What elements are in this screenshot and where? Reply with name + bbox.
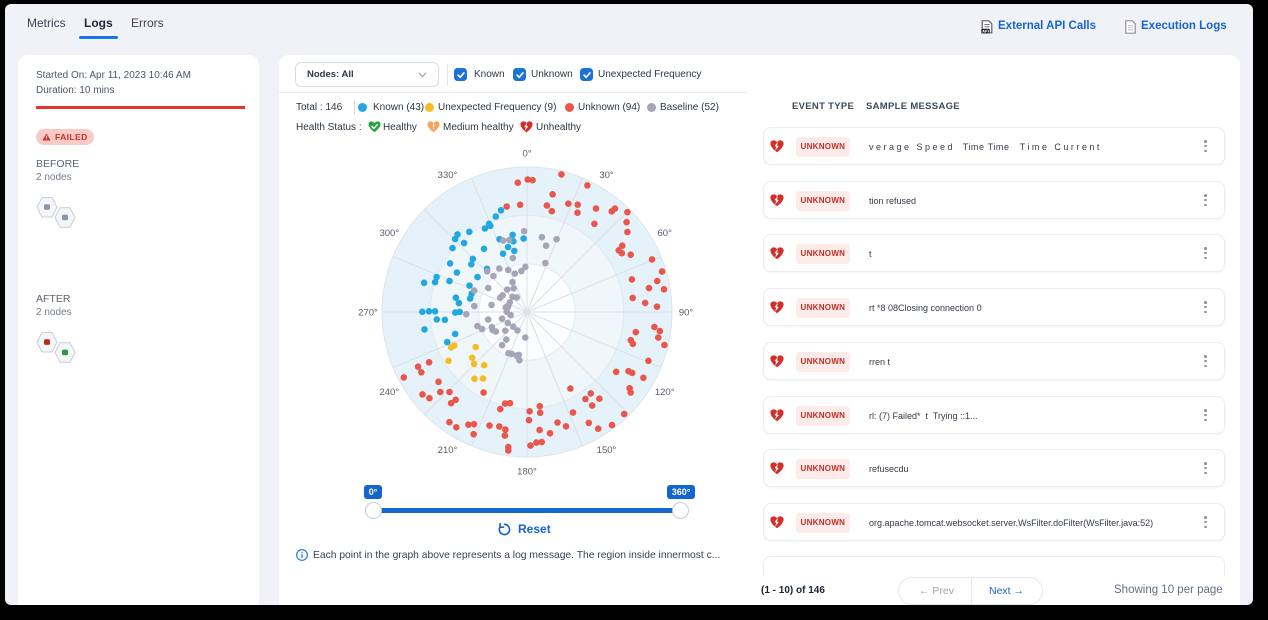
svg-text:120°: 120° (655, 387, 675, 398)
svg-text:90°: 90° (679, 308, 694, 319)
svg-text:API: API (982, 29, 989, 34)
svg-text:240°: 240° (379, 387, 399, 398)
svg-text:30°: 30° (599, 170, 614, 181)
svg-text:180°: 180° (517, 467, 537, 478)
svg-text:0°: 0° (522, 149, 531, 160)
svg-text:330°: 330° (438, 170, 458, 181)
svg-text:60°: 60° (658, 228, 673, 239)
svg-text:210°: 210° (438, 445, 458, 456)
svg-text:270°: 270° (358, 308, 378, 319)
svg-text:300°: 300° (379, 228, 399, 239)
svg-text:150°: 150° (597, 445, 617, 456)
